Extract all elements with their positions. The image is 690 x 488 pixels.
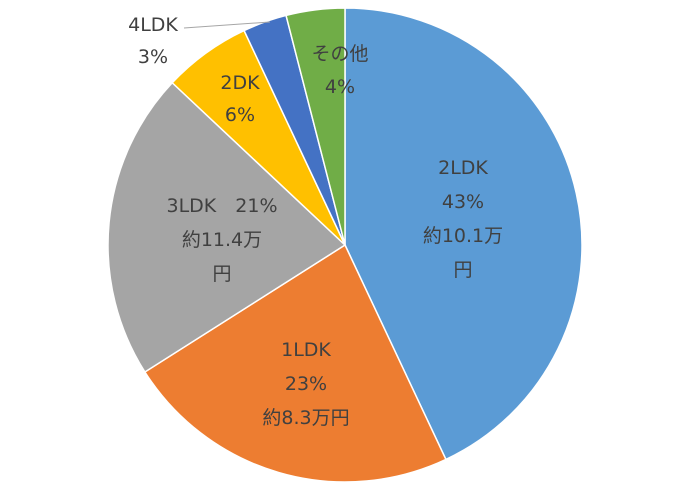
- pie-slices: [107, 7, 583, 483]
- data-label-other: その他 4%: [311, 43, 368, 98]
- label-line: 約11.4万: [182, 229, 262, 251]
- label-line: 43%: [442, 191, 484, 213]
- label-line: 円: [453, 259, 472, 281]
- label-line: 4%: [325, 76, 355, 98]
- label-line: 約10.1万: [423, 225, 503, 247]
- data-label-4ldk: 4LDK 3%: [128, 14, 178, 68]
- data-label-2ldk: 2LDK 43% 約10.1万 円: [423, 157, 503, 281]
- data-label-1ldk: 1LDK 23% 約8.3万円: [262, 339, 349, 429]
- label-line: 3%: [138, 46, 168, 68]
- label-line: 6%: [225, 104, 255, 126]
- leader-line-4ldk: [183, 21, 271, 29]
- label-line: 1LDK: [281, 339, 331, 361]
- pie-slice-1LDK: [143, 243, 447, 483]
- pie-slice-3LDK: [107, 81, 347, 374]
- data-label-2dk: 2DK 6%: [220, 72, 260, 126]
- label-line: 円: [212, 263, 231, 285]
- label-line: 4LDK: [128, 14, 178, 36]
- pie-slice-2LDK: [344, 7, 583, 461]
- label-line: 23%: [285, 373, 327, 395]
- label-line: 3LDK 21%: [167, 195, 278, 217]
- label-line: 約8.3万円: [262, 407, 349, 429]
- data-label-3ldk: 3LDK 21% 約11.4万 円: [167, 195, 278, 285]
- label-line: 2LDK: [438, 157, 488, 179]
- label-line: その他: [311, 43, 368, 65]
- pie-slice-その他: [285, 7, 346, 246]
- label-line: 2DK: [220, 72, 260, 94]
